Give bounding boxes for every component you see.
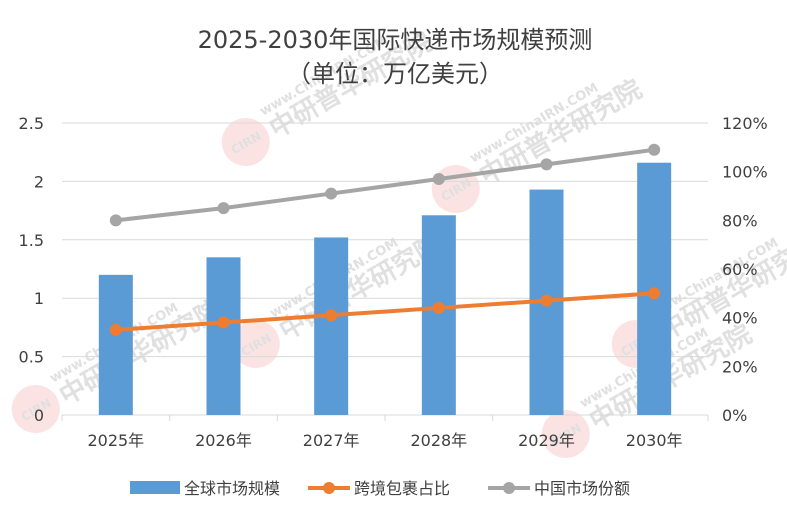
y-left-tick-label: 2.5 xyxy=(19,114,44,133)
x-tick-label: 2028年 xyxy=(410,431,467,450)
watermark-logo-icon xyxy=(231,320,280,368)
y-left-tick-label: 1.5 xyxy=(19,231,44,250)
legend-marker xyxy=(323,482,335,494)
chart-title: 2025-2030年国际快递市场规模预测 xyxy=(198,26,593,54)
y-left-tick-label: 1 xyxy=(34,289,44,308)
y-right-tick-label: 80% xyxy=(722,211,758,230)
data-point xyxy=(109,323,122,336)
x-tick-label: 2029年 xyxy=(518,431,575,450)
y-right-tick-label: 0% xyxy=(722,406,747,425)
series-line xyxy=(115,147,655,223)
x-tick-label: 2026年 xyxy=(195,431,252,450)
x-tick-label: 2030年 xyxy=(626,431,683,450)
legend: 全球市场规模 跨境包裹占比 中国市场份额 xyxy=(130,479,630,498)
y-left-tick-label: 0.5 xyxy=(19,348,44,367)
y-right-tick-label: 60% xyxy=(722,260,758,279)
x-tick-label: 2027年 xyxy=(303,431,360,450)
bar xyxy=(98,274,133,415)
bar xyxy=(421,215,456,415)
y-left-tick-label: 0 xyxy=(34,406,44,425)
y-left-tick-label: 2 xyxy=(34,172,44,191)
data-point xyxy=(217,316,230,329)
series-line xyxy=(115,291,655,332)
data-point xyxy=(648,143,661,156)
bar xyxy=(314,237,349,415)
legend-label: 跨境包裹占比 xyxy=(354,479,450,498)
legend-swatch xyxy=(130,481,180,494)
y-right-tick-label: 120% xyxy=(722,114,768,133)
x-tick-label: 2025年 xyxy=(87,431,144,450)
legend-label: 全球市场规模 xyxy=(184,479,280,498)
data-point xyxy=(325,309,338,322)
y-right-tick-label: 100% xyxy=(722,163,768,182)
data-point xyxy=(432,301,445,314)
data-point xyxy=(432,172,445,185)
data-point xyxy=(325,187,338,200)
data-point xyxy=(217,202,230,215)
watermark-logo-icon xyxy=(221,118,270,166)
legend-label: 中国市场份额 xyxy=(534,479,630,498)
bar xyxy=(206,257,241,415)
chart-subtitle: （单位：万亿美元） xyxy=(287,60,503,88)
line-series xyxy=(109,143,661,336)
data-point xyxy=(540,158,553,171)
data-point xyxy=(109,214,122,227)
y-right-tick-label: 40% xyxy=(722,309,758,328)
watermark-logo-icon xyxy=(541,410,590,458)
legend-marker xyxy=(503,482,515,494)
data-point xyxy=(648,287,661,300)
y-right-tick-label: 20% xyxy=(722,357,758,376)
watermark-logo-icon xyxy=(11,385,60,433)
axes: 0 0.5 1 1.5 2 2.5 0% 20% 40% 60% 80% 100% 120% 2025年 2… xyxy=(19,114,768,450)
data-point xyxy=(540,294,553,307)
